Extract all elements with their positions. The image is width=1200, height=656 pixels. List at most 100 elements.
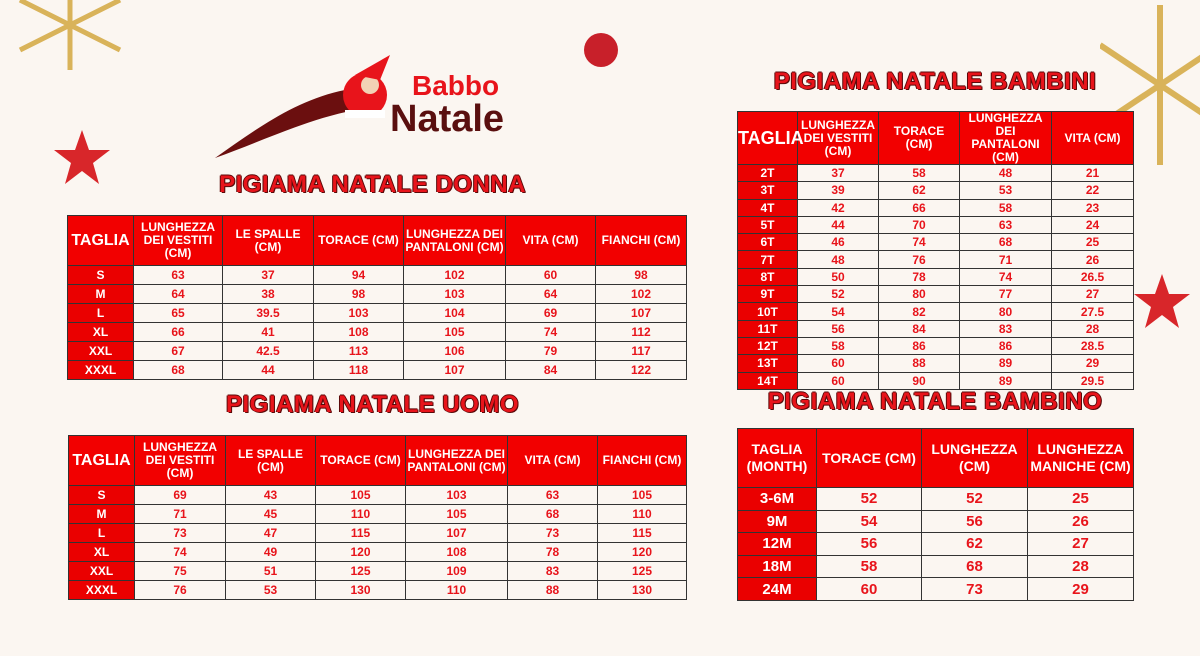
value-cell: 54	[816, 509, 922, 534]
value-cell: 84	[505, 360, 596, 380]
size-cell: 12T	[737, 336, 798, 356]
header-row: TAGLIA LUNGHEZZA DEI VESTITI (CM) LE SPALL…	[68, 435, 687, 486]
value-cell: 117	[595, 341, 687, 361]
value-cell: 78	[878, 267, 960, 287]
star-ornament-icon	[1134, 274, 1190, 328]
size-cell: 8T	[737, 267, 798, 287]
value-cell: 74	[134, 542, 226, 562]
value-cell: 88	[507, 580, 598, 600]
value-cell: 44	[222, 360, 314, 380]
value-cell: 103	[405, 485, 508, 505]
column-header: LUNGHEZZA DEI PANTALONI (CM)	[959, 111, 1052, 165]
size-cell: S	[67, 265, 134, 285]
size-cell: 9T	[737, 285, 798, 304]
column-header: TORACE (CM)	[816, 428, 922, 488]
size-cell: XXXL	[68, 580, 135, 600]
value-cell: 88	[878, 354, 960, 373]
size-cell: XXL	[67, 341, 134, 361]
value-cell: 86	[959, 336, 1052, 356]
value-cell: 105	[315, 485, 406, 505]
value-cell: 39	[797, 181, 879, 200]
column-header: LUNGHEZZA DEI PANTALONI (CM)	[405, 435, 508, 486]
table-row: 3-6M 52 52 25	[737, 487, 1134, 511]
column-header: LUNGHEZZA DEI PANTALONI (CM)	[403, 215, 506, 266]
value-cell: 27	[1051, 285, 1134, 304]
column-header: LUNGHEZZA (CM)	[921, 428, 1028, 488]
value-cell: 102	[403, 265, 506, 285]
column-header: FIANCHI (CM)	[595, 215, 687, 266]
column-header: LE SPALLE (CM)	[225, 435, 316, 486]
value-cell: 110	[597, 504, 687, 524]
value-cell: 46	[797, 233, 879, 252]
value-cell: 23	[1051, 198, 1134, 217]
table-row: 18M 58 68 28	[737, 554, 1134, 579]
value-cell: 48	[797, 250, 879, 269]
value-cell: 58	[959, 198, 1052, 217]
value-cell: 103	[403, 284, 506, 304]
column-header: TAGLIA	[67, 215, 134, 266]
table-row: 2T 37 58 48 21	[737, 163, 1134, 183]
value-cell: 42	[797, 198, 879, 217]
value-cell: 68	[921, 554, 1028, 579]
value-cell: 78	[507, 542, 598, 562]
value-cell: 26.5	[1051, 267, 1134, 287]
column-header: VITA (CM)	[1051, 111, 1134, 165]
value-cell: 56	[797, 319, 879, 338]
value-cell: 29	[1051, 354, 1134, 373]
size-cell: 14T	[737, 371, 798, 390]
table-row: 14T 60 90 89 29.5	[737, 371, 1134, 390]
value-cell: 83	[507, 561, 598, 581]
value-cell: 62	[878, 181, 960, 200]
value-cell: 108	[405, 542, 508, 562]
title-bambini: PIGIAMA NATALE BAMBINI	[773, 68, 1097, 95]
value-cell: 109	[405, 561, 508, 581]
table-row: 3T 39 62 53 22	[737, 181, 1134, 200]
value-cell: 52	[816, 487, 922, 511]
value-cell: 67	[133, 341, 223, 361]
table-row: 4T 42 66 58 23	[737, 198, 1134, 217]
table-row: XXXL 76 53 130 110 88 130	[68, 580, 687, 600]
value-cell: 115	[597, 523, 687, 543]
value-cell: 60	[816, 577, 922, 601]
table-row: XXXL 68 44 118 107 84 122	[67, 360, 687, 380]
value-cell: 107	[595, 303, 687, 323]
value-cell: 68	[959, 233, 1052, 252]
column-header: TORACE (CM)	[313, 215, 404, 266]
table-row: 24M 60 73 29	[737, 577, 1134, 601]
size-cell: 13T	[737, 354, 798, 373]
table-row: 13T 60 88 89 29	[737, 354, 1134, 373]
table-row: XL 66 41 108 105 74 112	[67, 322, 687, 342]
snowflake-icon	[18, 0, 122, 70]
value-cell: 28	[1051, 319, 1134, 338]
santa-flying-icon	[215, 55, 390, 158]
size-cell: M	[68, 504, 135, 524]
value-cell: 73	[134, 523, 226, 543]
value-cell: 76	[134, 580, 226, 600]
column-header: VITA (CM)	[507, 435, 598, 486]
logo-line1: Babbo	[412, 70, 500, 101]
value-cell: 76	[878, 250, 960, 269]
value-cell: 69	[505, 303, 596, 323]
value-cell: 106	[403, 341, 506, 361]
value-cell: 51	[225, 561, 316, 581]
value-cell: 58	[816, 554, 922, 579]
title-bambino: PIGIAMA NATALE BAMBINO	[767, 388, 1103, 415]
size-cell: L	[67, 303, 134, 323]
value-cell: 82	[878, 302, 960, 321]
table-row: 12M 56 62 27	[737, 532, 1134, 556]
header-row: TAGLIA (MONTH) TORACE (CM) LUNGHEZZA (CM) L…	[737, 428, 1134, 488]
value-cell: 22	[1051, 181, 1134, 200]
star-ornament-icon	[54, 130, 110, 184]
value-cell: 71	[959, 250, 1052, 269]
value-cell: 56	[816, 532, 922, 556]
size-cell: 18M	[737, 554, 817, 579]
value-cell: 41	[222, 322, 314, 342]
size-cell: 7T	[737, 250, 798, 269]
table-row: M 64 38 98 103 64 102	[67, 284, 687, 304]
size-table-bambini: TAGLIA LUNGHEZZA DEI VESTITI (CM) TORACE (…	[737, 111, 1134, 390]
value-cell: 25	[1027, 487, 1134, 511]
value-cell: 24	[1051, 215, 1134, 235]
table-row: L 65 39.5 103 104 69 107	[67, 303, 687, 323]
value-cell: 120	[315, 542, 406, 562]
table-row: 8T 50 78 74 26.5	[737, 267, 1134, 287]
